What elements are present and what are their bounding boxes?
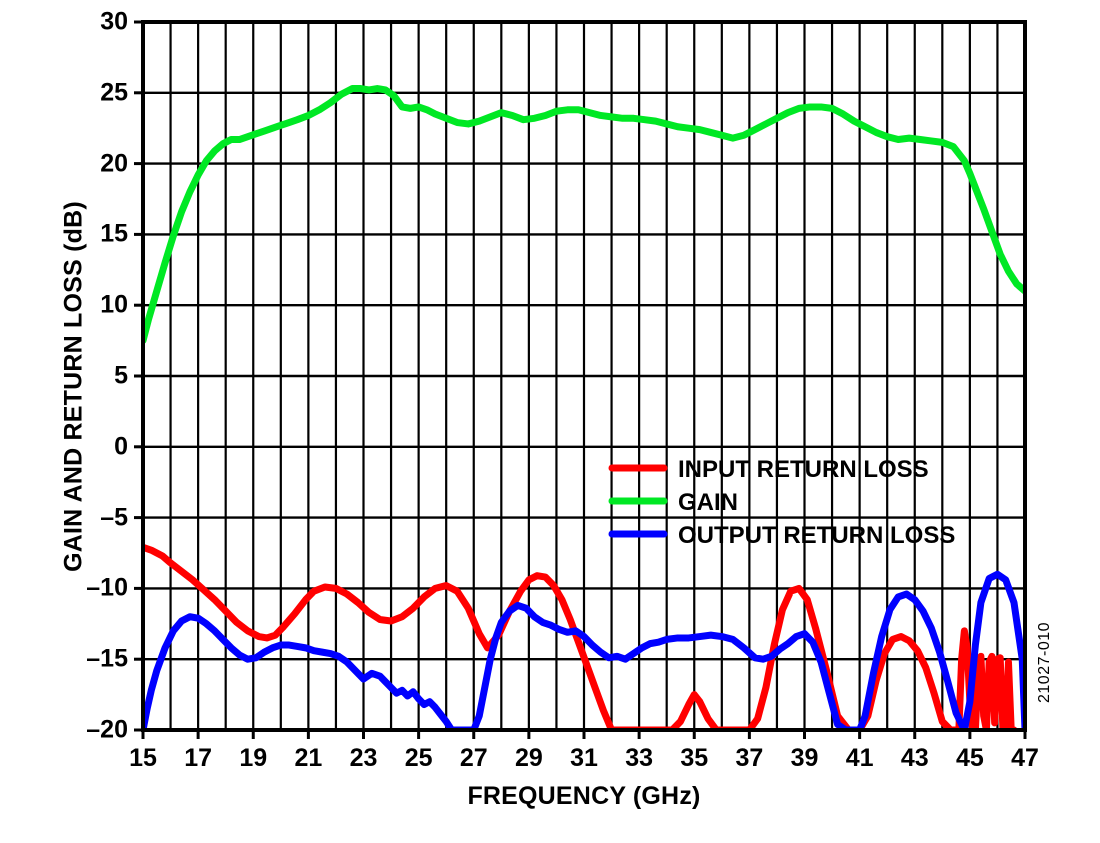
axis-ticks — [134, 20, 1027, 739]
x-tick-label: 29 — [514, 744, 543, 772]
x-tick-label: 15 — [129, 744, 157, 772]
data-series-group — [143, 85, 1025, 730]
y-tick-label: 5 — [114, 361, 128, 390]
y-tick-label: 20 — [100, 149, 128, 178]
chart-legend: INPUT RETURN LOSS GAIN OUTPUT RETURN LOSS — [608, 456, 955, 549]
x-tick-label: 39 — [790, 744, 819, 772]
y-tick-label: –20 — [86, 715, 128, 744]
x-tick-label: 41 — [845, 744, 874, 772]
legend-label: OUTPUT RETURN LOSS — [678, 522, 955, 549]
x-tick-label: 17 — [184, 744, 213, 772]
y-tick-label: 25 — [100, 78, 128, 107]
y-tick-label: –15 — [86, 644, 128, 673]
x-tick-label: 27 — [459, 744, 488, 772]
x-tick-label: 21 — [294, 744, 323, 772]
y-tick-label: –10 — [86, 573, 128, 602]
series-line-0 — [143, 543, 1018, 730]
series-line-2 — [143, 570, 1025, 730]
x-tick-label: 45 — [955, 744, 984, 772]
x-tick-label: 31 — [570, 744, 598, 772]
series-line-1 — [143, 85, 1025, 345]
legend-label: INPUT RETURN LOSS — [678, 456, 929, 483]
y-tick-label: –5 — [100, 503, 128, 532]
y-tick-label: 30 — [100, 7, 128, 36]
x-tick-label: 25 — [404, 744, 433, 772]
x-tick-label: 35 — [680, 744, 709, 772]
x-tick-label: 19 — [239, 744, 268, 772]
legend-label: GAIN — [678, 489, 738, 516]
x-axis-title: FREQUENCY (GHz) — [467, 782, 701, 810]
x-tick-label: 43 — [900, 744, 929, 772]
y-tick-label: 15 — [100, 219, 128, 248]
x-tick-label: 23 — [349, 744, 378, 772]
y-tick-label: 10 — [100, 290, 128, 319]
y-tick-label: 0 — [114, 432, 128, 461]
x-tick-label: 37 — [735, 744, 764, 772]
x-tick-label: 47 — [1011, 744, 1039, 772]
x-tick-label: 33 — [625, 744, 654, 772]
